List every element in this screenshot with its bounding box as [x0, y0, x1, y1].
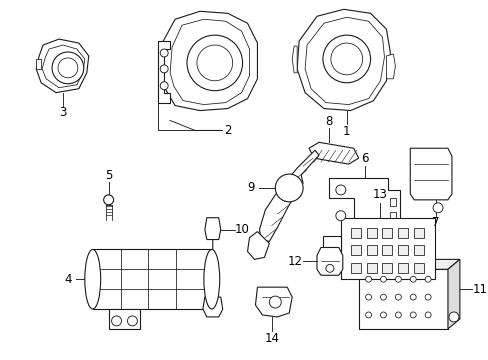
Circle shape — [424, 276, 430, 282]
Ellipse shape — [84, 249, 101, 309]
Polygon shape — [409, 148, 451, 200]
Text: 5: 5 — [105, 168, 112, 181]
Polygon shape — [204, 218, 220, 239]
Ellipse shape — [203, 249, 219, 309]
Polygon shape — [328, 178, 400, 252]
Text: 4: 4 — [64, 273, 72, 286]
Circle shape — [111, 316, 121, 326]
Circle shape — [409, 294, 415, 300]
Polygon shape — [447, 260, 459, 329]
Polygon shape — [36, 59, 41, 69]
Bar — [322, 235, 340, 260]
Circle shape — [380, 294, 386, 300]
Circle shape — [160, 49, 168, 57]
Polygon shape — [316, 247, 342, 275]
Bar — [389, 198, 396, 206]
Bar — [93, 249, 211, 309]
Polygon shape — [108, 309, 140, 329]
Bar — [366, 264, 376, 273]
Circle shape — [103, 195, 113, 205]
Bar — [389, 212, 396, 220]
Circle shape — [335, 185, 345, 195]
Bar — [382, 246, 391, 255]
Circle shape — [160, 82, 168, 90]
Circle shape — [380, 312, 386, 318]
Polygon shape — [308, 142, 358, 164]
Bar — [366, 228, 376, 238]
Circle shape — [275, 174, 303, 202]
Text: 10: 10 — [235, 223, 249, 236]
Text: 13: 13 — [372, 188, 387, 201]
Circle shape — [52, 52, 83, 84]
Text: 6: 6 — [360, 152, 367, 165]
Text: 2: 2 — [224, 124, 231, 137]
Polygon shape — [297, 9, 389, 111]
Bar — [350, 264, 360, 273]
Polygon shape — [203, 297, 222, 317]
Text: 9: 9 — [246, 181, 254, 194]
Circle shape — [424, 312, 430, 318]
Circle shape — [269, 296, 281, 308]
Text: 8: 8 — [325, 115, 332, 128]
Text: 3: 3 — [59, 106, 66, 119]
Text: 12: 12 — [287, 255, 302, 268]
Circle shape — [58, 58, 78, 78]
Bar — [366, 246, 376, 255]
Circle shape — [448, 312, 458, 322]
Bar — [382, 264, 391, 273]
Text: 7: 7 — [431, 216, 439, 229]
Polygon shape — [358, 260, 459, 269]
Bar — [398, 228, 407, 238]
Circle shape — [395, 276, 401, 282]
Circle shape — [325, 264, 333, 272]
Bar — [350, 246, 360, 255]
Circle shape — [395, 294, 401, 300]
Circle shape — [322, 35, 370, 83]
Polygon shape — [247, 231, 269, 260]
Circle shape — [197, 45, 232, 81]
Text: 14: 14 — [264, 332, 279, 345]
Circle shape — [365, 294, 371, 300]
Polygon shape — [42, 45, 84, 88]
Bar — [398, 264, 407, 273]
Circle shape — [160, 65, 168, 73]
Bar — [413, 246, 423, 255]
Circle shape — [380, 276, 386, 282]
Polygon shape — [292, 46, 297, 73]
Circle shape — [409, 276, 415, 282]
Polygon shape — [158, 41, 170, 103]
Bar — [389, 226, 396, 234]
Polygon shape — [277, 182, 295, 195]
Bar — [340, 218, 434, 279]
Bar — [382, 228, 391, 238]
Circle shape — [395, 312, 401, 318]
Circle shape — [432, 203, 442, 213]
Polygon shape — [170, 19, 249, 105]
Text: 11: 11 — [471, 283, 486, 296]
Circle shape — [335, 211, 345, 221]
Polygon shape — [160, 11, 257, 111]
Bar — [358, 269, 447, 329]
Bar — [413, 228, 423, 238]
Circle shape — [127, 316, 137, 326]
Polygon shape — [255, 287, 292, 317]
Circle shape — [365, 312, 371, 318]
Circle shape — [424, 294, 430, 300]
Polygon shape — [386, 54, 395, 79]
Polygon shape — [36, 39, 89, 93]
Circle shape — [365, 276, 371, 282]
Circle shape — [330, 43, 362, 75]
Bar — [350, 228, 360, 238]
Circle shape — [409, 312, 415, 318]
Polygon shape — [305, 17, 384, 105]
Bar — [413, 264, 423, 273]
Bar — [398, 246, 407, 255]
Text: 1: 1 — [342, 125, 350, 138]
Polygon shape — [259, 150, 318, 242]
Circle shape — [186, 35, 242, 91]
